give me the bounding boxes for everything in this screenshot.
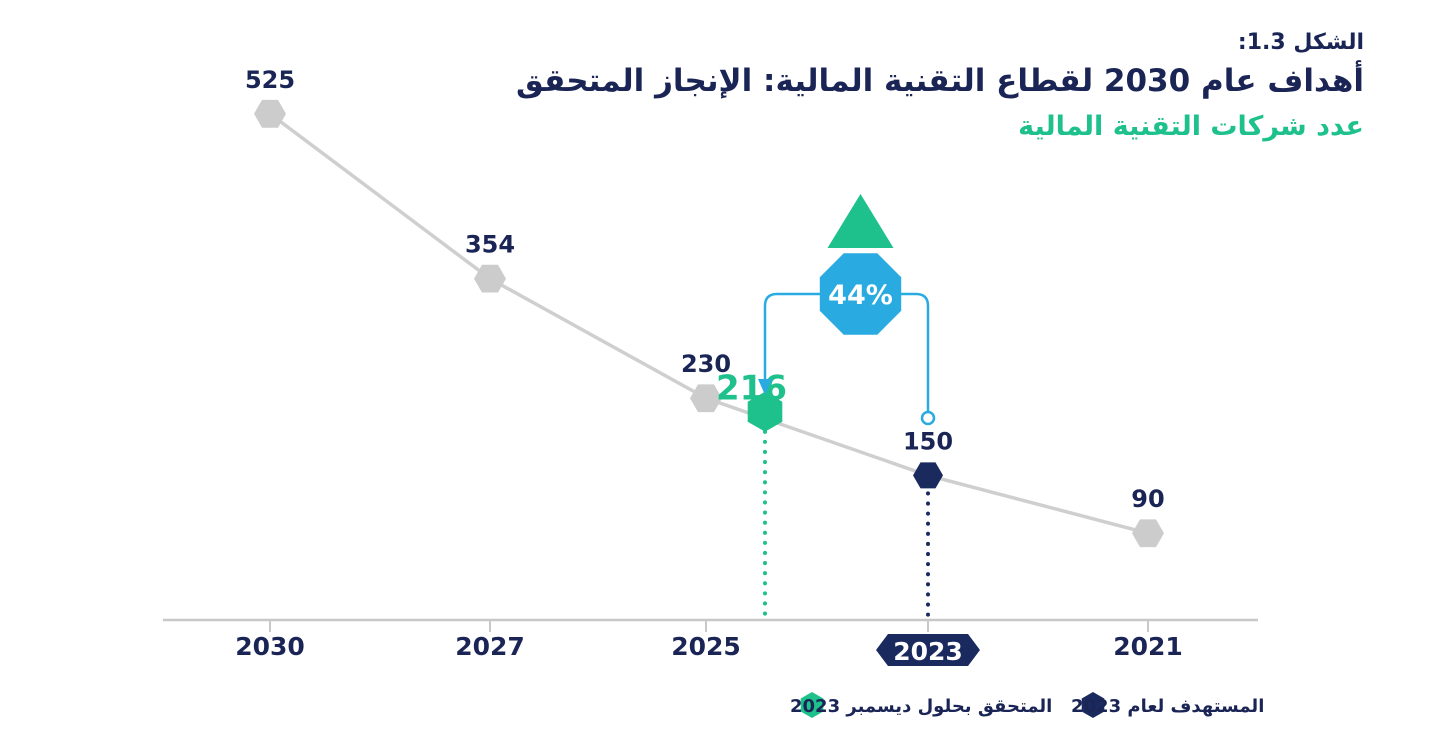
- data-label: 90: [1131, 485, 1164, 513]
- chart-subtitle: عدد شركات التقنية المالية: [1018, 111, 1364, 142]
- data-point: [474, 264, 506, 293]
- legend-label: المتحقق بحلول ديسمبر 2023: [790, 696, 1052, 717]
- up-arrow-icon: [827, 194, 894, 248]
- achieved-value-label: 216: [716, 369, 787, 409]
- growth-badge-label: 44%: [828, 280, 893, 311]
- x-tick-label: 2023: [893, 637, 963, 666]
- figure-label: الشكل 1.3:: [1237, 30, 1364, 55]
- target-2023-marker: [913, 462, 943, 489]
- data-label: 354: [465, 231, 515, 259]
- chart-title: أهداف عام 2030 لقطاع التقنية المالية: ال…: [515, 63, 1364, 99]
- data-point: [690, 384, 722, 413]
- legend-marker: [800, 692, 824, 718]
- data-label: 230: [681, 350, 731, 378]
- legend-label: المستهدف لعام 2023: [1071, 696, 1264, 717]
- legend-marker: [1081, 692, 1105, 718]
- x-tick-label: 2025: [671, 632, 741, 661]
- data-point: [254, 99, 286, 128]
- connector-arrowhead: [758, 379, 772, 395]
- x-tick-label: 2030: [235, 632, 305, 661]
- connector-start-dot: [920, 410, 936, 426]
- data-label: 150: [903, 427, 953, 455]
- x-tick-label: 2021: [1113, 632, 1183, 661]
- achieved-marker: [747, 391, 783, 432]
- data-label: 525: [245, 66, 295, 94]
- growth-badge: [819, 253, 902, 335]
- chart-header: الشكل 1.3: أهداف عام 2030 لقطاع التقنية …: [516, 30, 1364, 142]
- x-tick-label: 2027: [455, 632, 525, 661]
- series-line: [268, 112, 1149, 535]
- data-point: [1132, 519, 1164, 548]
- highlighted-year-badge: [876, 634, 980, 666]
